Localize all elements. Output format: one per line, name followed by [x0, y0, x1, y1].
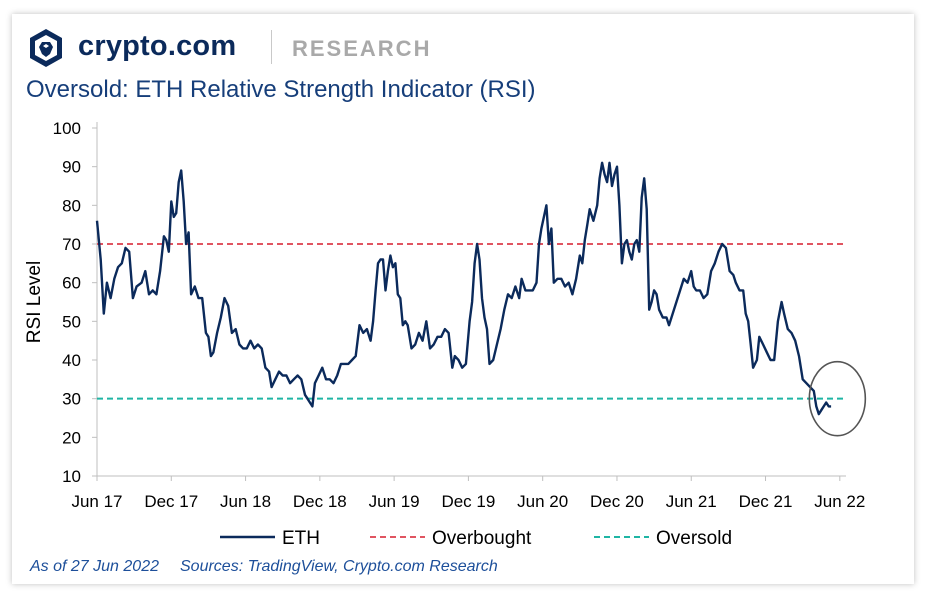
x-tick-label: Jun 21: [666, 492, 717, 511]
brand-name: crypto.com: [78, 30, 237, 62]
section-label: RESEARCH: [292, 36, 432, 61]
x-tick-label: Jun 17: [71, 492, 122, 511]
legend-item-oversold: Oversold: [594, 528, 732, 549]
x-tick-label: Dec 18: [293, 492, 347, 511]
chart-card: crypto.com RESEARCH Oversold: ETH Relati…: [12, 14, 914, 584]
crypto-com-lion-shield-icon: [30, 29, 62, 67]
x-tick-label: Jun 19: [369, 492, 420, 511]
y-tick-label: 50: [62, 312, 81, 331]
y-tick-label: 90: [62, 158, 81, 177]
sources-note: Sources: TradingView, Crypto.com Researc…: [180, 558, 498, 575]
x-tick-label: Jun 18: [220, 492, 271, 511]
x-tick-label: Dec 17: [144, 492, 198, 511]
y-tick-label: 30: [62, 390, 81, 409]
x-tick-label: Dec 21: [739, 492, 793, 511]
x-tick-label: Jun 22: [814, 492, 865, 511]
legend-item-overbought: Overbought: [370, 528, 532, 549]
y-tick-label: 20: [62, 428, 81, 447]
x-tick-label: Jun 20: [517, 492, 568, 511]
legend-label-oversold: Oversold: [656, 528, 732, 549]
x-tick-label: Dec 20: [590, 492, 644, 511]
y-tick-label: 100: [53, 119, 81, 138]
legend-item-eth: ETH: [220, 528, 320, 549]
oversold-annotation-circle: [808, 360, 867, 437]
y-axis-label: RSI Level: [24, 261, 45, 343]
y-tick-label: 60: [62, 274, 81, 293]
legend-label-eth: ETH: [282, 528, 320, 549]
y-tick-label: 40: [62, 351, 81, 370]
eth-series-line: [95, 161, 832, 416]
as-of-note: As of 27 Jun 2022: [30, 558, 159, 575]
y-tick-label: 70: [62, 235, 81, 254]
brand-header: crypto.com RESEARCH: [26, 24, 626, 70]
legend-label-overbought: Overbought: [432, 528, 532, 549]
header-divider: [271, 30, 272, 64]
y-tick-label: 10: [62, 467, 81, 486]
x-tick-label: Dec 19: [441, 492, 495, 511]
y-tick-label: 80: [62, 196, 81, 215]
rsi-line-chart: 10 20 30 40 50 60 70 80 90 100 Jun 17 Dec 17 Jun 18 D…: [24, 119, 867, 549]
chart-title: Oversold: ETH Relative Strength Indicato…: [26, 76, 536, 103]
